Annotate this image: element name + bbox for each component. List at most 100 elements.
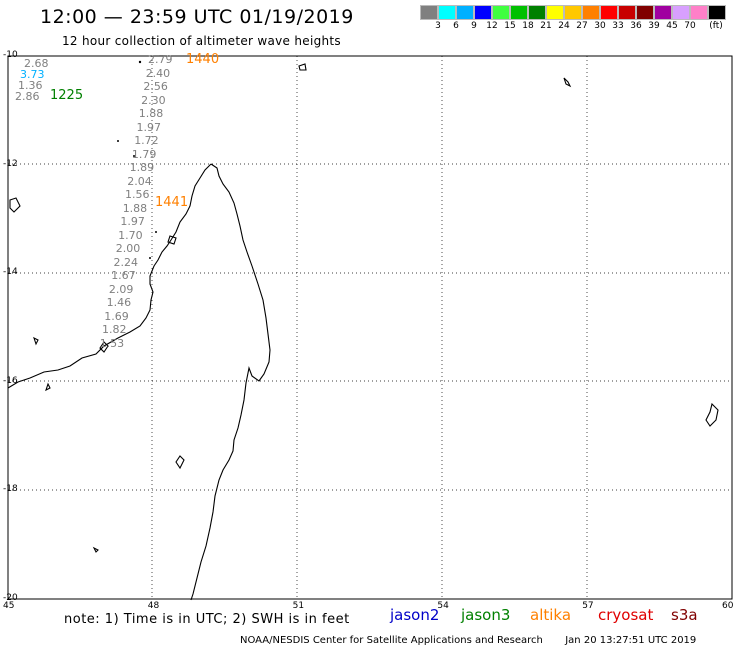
island-comoros-2 <box>33 336 39 346</box>
lon-tick-label: 45 <box>3 601 15 611</box>
colorbar-swatch <box>600 5 618 20</box>
colorbar-label: 27 <box>576 21 588 31</box>
colorbar-swatch <box>474 5 492 20</box>
wave-height-value: 3.73 <box>20 68 45 81</box>
wave-height-value: 1.53 <box>99 336 125 350</box>
colorbar-swatch <box>690 5 708 20</box>
satellite-legend-altika: altika <box>530 606 572 624</box>
colorbar-swatch <box>492 5 510 20</box>
map-note: note: 1) Time is in UTC; 2) SWH is in fe… <box>64 612 350 627</box>
wave-height-value: 1.79 <box>131 147 157 161</box>
colorbar-swatch <box>708 5 726 20</box>
colorbar-label: 36 <box>630 21 642 31</box>
madagascar-coastline <box>190 163 271 601</box>
map-frame <box>7 55 733 600</box>
island-agalega <box>563 77 572 88</box>
lat-tick-label: -12 <box>3 158 18 169</box>
wave-height-value: 2.79 <box>148 53 173 66</box>
colorbar-swatch <box>564 5 582 20</box>
colorbar-swatch <box>618 5 636 20</box>
colorbar-label: 24 <box>558 21 570 31</box>
colorbar-swatch <box>654 5 672 20</box>
colorbar-label: 70 <box>684 21 696 31</box>
colorbar-label: 3 <box>435 21 441 31</box>
colorbar-label: 33 <box>612 21 624 31</box>
colorbar-swatch <box>528 5 546 20</box>
lon-tick-label: 48 <box>147 601 160 611</box>
lon-tick-label: 57 <box>582 601 594 611</box>
island-europa <box>175 455 185 470</box>
wave-height-value: 1.67 <box>111 269 136 282</box>
wave-height-value: 1.56 <box>125 188 150 201</box>
colorbar-label: 39 <box>648 21 660 31</box>
wave-height-colorbar <box>420 5 726 20</box>
colorbar-swatch <box>438 5 456 20</box>
wave-height-value: 2.68 <box>24 57 49 70</box>
lon-tick-label: 54 <box>437 601 449 611</box>
wave-height-value: 1.69 <box>104 309 129 323</box>
lat-tick-label: -20 <box>3 593 18 603</box>
wave-height-value: 1.72 <box>134 134 159 147</box>
footer-timestamp: Jan 20 13:27:51 UTC 2019 <box>565 635 697 646</box>
island-nosy-be <box>167 235 177 245</box>
wave-height-value: 1.70 <box>118 228 143 242</box>
wave-height-value: 2.04 <box>127 174 152 188</box>
colorbar-label: 15 <box>504 21 516 31</box>
colorbar-swatch <box>582 5 600 20</box>
colorbar-label: 21 <box>540 21 552 31</box>
colorbar-label: 12 <box>486 21 498 31</box>
wave-height-value: 2.56 <box>143 80 168 93</box>
colorbar-swatch <box>420 5 438 20</box>
colorbar-swatch <box>636 5 654 20</box>
wave-height-value: 2.00 <box>115 242 141 255</box>
wave-height-value: 1.36 <box>18 79 43 92</box>
track-time-label: 1225 <box>50 88 84 103</box>
colorbar-unit: (ft) <box>709 21 723 31</box>
wave-height-value: 2.40 <box>145 66 171 80</box>
lat-tick-label: -16 <box>3 375 18 386</box>
colorbar-swatch <box>510 5 528 20</box>
map-subtitle: 12 hour collection of altimeter wave hei… <box>62 34 341 48</box>
wave-height-value: 2.24 <box>113 255 139 269</box>
wave-height-value: 1.97 <box>136 120 162 134</box>
island-glorieuses <box>298 63 307 71</box>
lat-tick-label: -14 <box>3 267 18 278</box>
island-mayotte <box>99 341 109 353</box>
track-time-label: 1441 <box>155 195 189 210</box>
footer-agency: NOAA/NESDIS Center for Satellite Applica… <box>240 635 543 646</box>
wave-height-value: 2.09 <box>108 282 134 296</box>
track-time-label: 1440 <box>186 52 220 67</box>
footer: NOAA/NESDIS Center for Satellite Applica… <box>240 635 696 646</box>
satellite-legend-cryosat: cryosat <box>598 606 654 624</box>
wave-height-value: 1.88 <box>122 201 148 215</box>
map-title: 12:00 — 23:59 UTC 01/19/2019 <box>40 6 354 28</box>
island-comoros-1 <box>9 197 21 213</box>
satellite-legend-jason3: jason3 <box>461 606 511 624</box>
colorbar-label: 6 <box>453 21 459 31</box>
wave-height-value: 2.30 <box>141 93 166 107</box>
wave-height-value: 2.86 <box>15 90 40 103</box>
lon-tick-label: 60 <box>722 601 734 611</box>
wave-height-value: 1.88 <box>138 107 164 120</box>
colorbar-labels: 3 6 9 12 15 18 21 24 27 30 33 36 39 45 70 (ft) <box>420 21 740 35</box>
colorbar-label: 9 <box>471 21 477 31</box>
reef-dots <box>117 60 157 259</box>
wave-height-value: 1.97 <box>120 215 145 228</box>
colorbar-swatch <box>456 5 474 20</box>
lat-tick-label: -18 <box>3 484 18 495</box>
island-bassas <box>92 546 99 553</box>
island-tromelin <box>705 402 719 427</box>
satellite-legend-s3a: s3a <box>671 606 698 624</box>
lat-tick-label: -10 <box>3 50 18 60</box>
wave-height-value: 1.46 <box>106 296 132 309</box>
colorbar-swatch <box>546 5 564 20</box>
colorbar-label: 45 <box>666 21 678 31</box>
wave-height-value: 1.82 <box>102 323 127 336</box>
island-comoros-3 <box>45 382 51 392</box>
graticule <box>8 56 732 599</box>
satellite-legend-jason2: jason2 <box>390 606 440 624</box>
madagascar-west-coast <box>7 163 212 389</box>
colorbar-label: 30 <box>594 21 606 31</box>
